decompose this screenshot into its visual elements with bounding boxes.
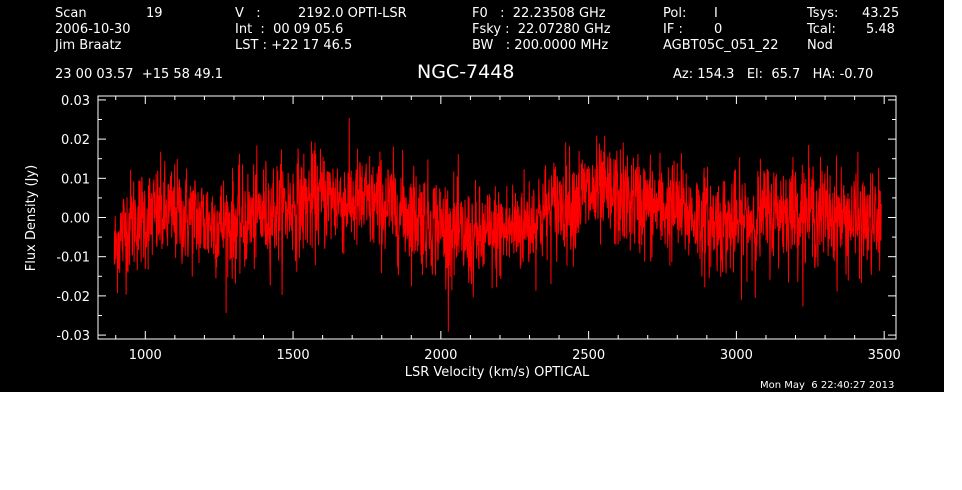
if-value: 0 — [714, 22, 723, 37]
y-tick-label: -0.02 — [56, 290, 90, 305]
spectrum-chart: 1000 1500 2000 2500 3000 3500 -0.03 -0.02 -0.01 0… — [24, 94, 901, 380]
x-tick-label: 2500 — [572, 348, 605, 363]
bandwidth: BW : 200.0000 MHz — [472, 38, 609, 53]
y-tick-label: 0.02 — [61, 133, 90, 148]
y-tick-label: 0.00 — [61, 212, 90, 227]
observation-date: 2006-10-30 — [55, 22, 131, 37]
polarization-value: I — [714, 6, 718, 21]
spectrum-trace-layer — [113, 117, 882, 332]
tcal-value: 5.48 — [866, 22, 895, 37]
sky-frequency: Fsky : 22.07280 GHz — [472, 22, 611, 37]
y-tick-label: 0.01 — [61, 172, 90, 187]
velocity-value: 2192.0 OPTI-LSR — [298, 6, 407, 21]
plot-timestamp: Mon May 6 22:40:27 2013 — [760, 380, 895, 391]
x-tick-label: 3000 — [720, 348, 753, 363]
axis-layer: 1000 1500 2000 2500 3000 3500 -0.03 -0.02 -0.01 0… — [56, 94, 900, 363]
source-coordinates: 23 00 03.57 +15 58 49.1 — [55, 67, 224, 82]
source-title: NGC-7448 — [417, 61, 515, 83]
y-axis-label: Flux Density (Jy) — [24, 165, 39, 271]
lst-value: LST : +22 17 46.5 — [235, 38, 353, 53]
y-tick-label: 0.03 — [61, 94, 90, 109]
x-tick-label: 2000 — [424, 348, 457, 363]
scan-label: Scan — [55, 6, 87, 21]
x-tick-label: 3500 — [868, 348, 901, 363]
tsys-label: Tsys: — [807, 6, 839, 21]
x-tick-label: 1500 — [277, 348, 310, 363]
polarization-label: Pol: — [663, 6, 687, 21]
observer-name: Jim Braatz — [55, 38, 122, 53]
scan-number: 19 — [146, 6, 163, 21]
if-label: IF : — [663, 22, 683, 37]
spectrum-trace — [113, 117, 882, 332]
velocity-label: V : — [235, 6, 261, 21]
x-tick-label: 1000 — [129, 348, 162, 363]
rest-frequency: F0 : 22.23508 GHz — [472, 6, 606, 21]
y-tick-label: -0.03 — [56, 329, 90, 344]
az-el-ha: Az: 154.3 El: 65.7 HA: -0.70 — [673, 67, 874, 82]
integration-time: Int : 00 09 05.6 — [235, 22, 344, 37]
procedure-name: Nod — [807, 38, 833, 53]
tcal-label: Tcal: — [807, 22, 836, 37]
tsys-value: 43.25 — [862, 6, 900, 21]
y-tick-label: -0.01 — [56, 251, 90, 266]
project-id: AGBT05C_051_22 — [663, 38, 779, 53]
x-axis-label: LSR Velocity (km/s) OPTICAL — [405, 365, 590, 380]
